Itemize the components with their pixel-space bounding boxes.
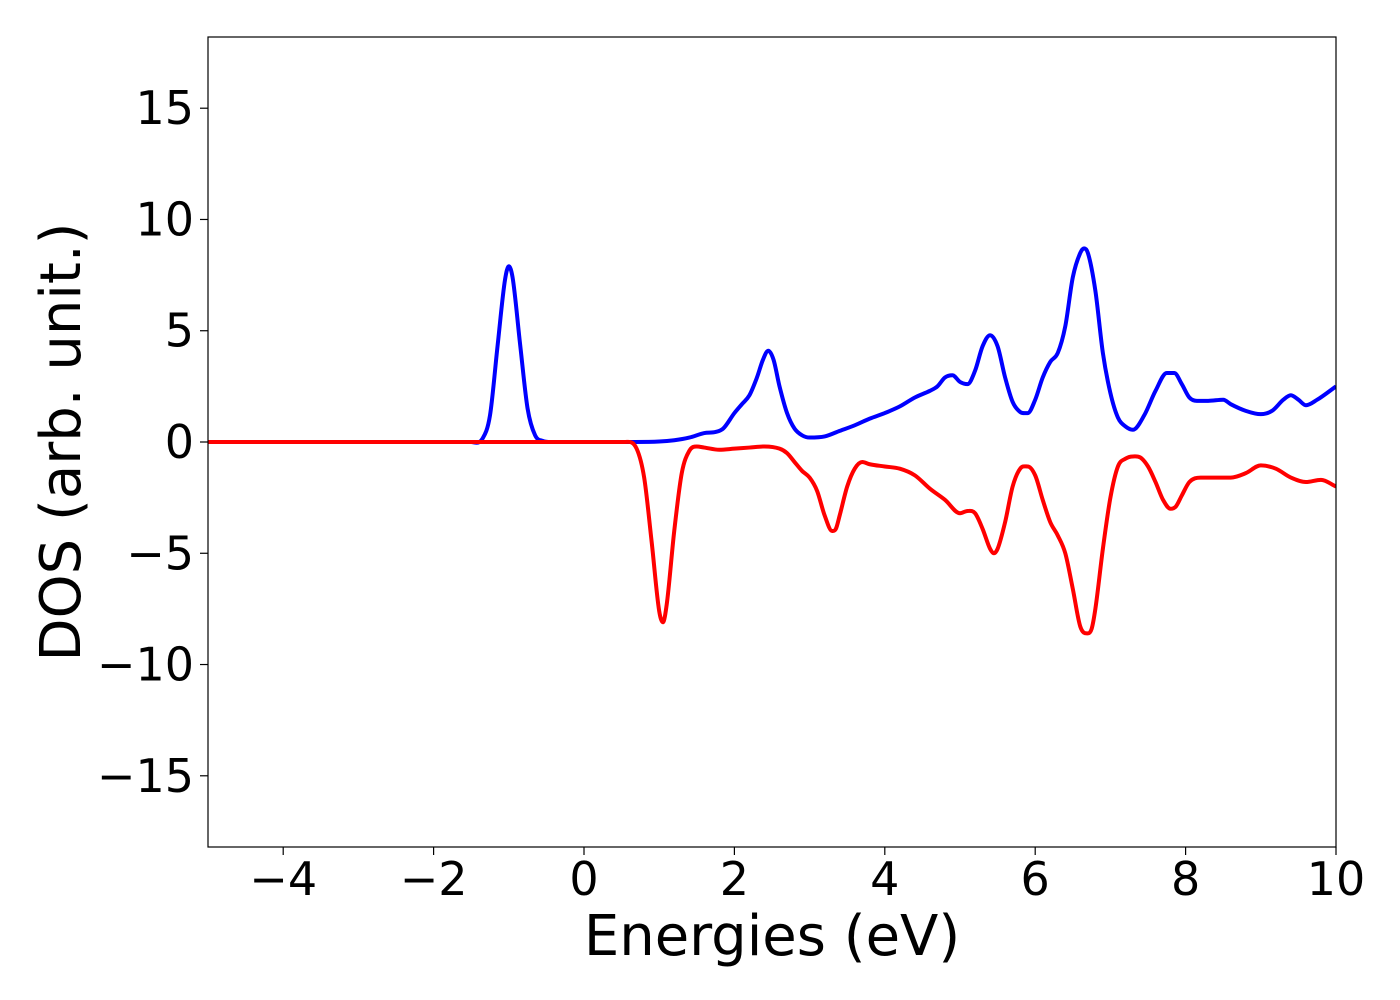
x-tick-label: −2 <box>400 852 468 906</box>
x-tick-label: 2 <box>720 852 749 906</box>
y-tick-label: −5 <box>126 526 194 580</box>
y-tick-label: 0 <box>165 415 194 469</box>
y-tick-label: 15 <box>135 81 194 135</box>
x-axis-label: Energies (eV) <box>584 904 960 969</box>
series-layer <box>208 246 1336 636</box>
y-tick-label: 5 <box>165 304 194 358</box>
y-axis: 15 10 5 0 −5 −10 −15 <box>97 81 208 803</box>
y-tick-label: 10 <box>135 192 194 246</box>
x-axis: −4 −2 0 2 4 6 8 10 <box>249 847 1365 906</box>
x-tick-label: 4 <box>870 852 899 906</box>
y-tick-label: −15 <box>97 749 194 803</box>
x-tick-label: 10 <box>1307 852 1366 906</box>
x-tick-label: 8 <box>1171 852 1200 906</box>
x-tick-label: 6 <box>1021 852 1050 906</box>
y-axis-label: DOS (arb. unit.) <box>29 222 94 661</box>
series-line-red <box>208 439 1336 636</box>
x-tick-label: 0 <box>569 852 598 906</box>
y-tick-label: −10 <box>97 638 194 692</box>
x-tick-label: −4 <box>249 852 317 906</box>
